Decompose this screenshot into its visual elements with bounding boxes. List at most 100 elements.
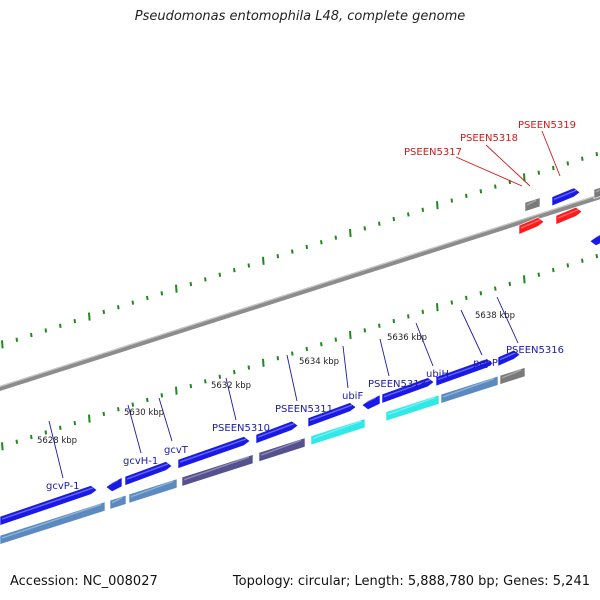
tick-dot: [88, 312, 91, 321]
gene-label-PSEEN5313[interactable]: PSEEN5313: [368, 379, 426, 390]
tick-dot: [247, 263, 251, 268]
tick-dot: [581, 156, 584, 161]
leader-blue-0: [48, 420, 64, 479]
gene-PSEEN5319-red-shine: [557, 209, 579, 219]
gene-PSEEN5313-shine: [383, 379, 431, 398]
tick-dot: [349, 330, 352, 340]
tick-dot: [131, 402, 135, 407]
gene-gcvT-shine: [126, 463, 169, 480]
gene-label-PSEEN5311[interactable]: PSEEN5311: [275, 404, 333, 415]
leader-blue-6: [379, 338, 390, 377]
map-title: Pseudomonas entomophila L48, complete ge…: [134, 9, 466, 24]
gene-label-PSEEN5316[interactable]: PSEEN5316: [506, 345, 564, 356]
tick-dot: [334, 235, 338, 240]
tick-dot: [320, 240, 323, 245]
gene-label-gcvT[interactable]: gcvT: [164, 445, 189, 456]
leader-red-1: [485, 144, 531, 187]
gene-PSEEN5313: [381, 377, 435, 404]
gene-pepP-shine: [499, 351, 517, 361]
tick-dot: [407, 314, 410, 319]
tick-dot: [44, 328, 48, 333]
tick-dot: [320, 342, 323, 347]
leader-red-2: [541, 130, 561, 177]
tick-dot: [73, 319, 77, 324]
scale-label-5630: 5630 kbp: [124, 408, 164, 418]
bar-ubiF-shine: [312, 420, 362, 440]
bar-next: [593, 187, 600, 199]
bar-gcvH-1-shine: [111, 497, 123, 504]
accession-text: Accession: NC_008027: [10, 574, 158, 589]
gene-label-PSEEN5318[interactable]: PSEEN5318: [460, 133, 518, 144]
tick-dot: [363, 226, 367, 231]
gene-PSEEN5311: [255, 420, 299, 445]
tick-dot: [218, 272, 222, 277]
bar-next-shine: [595, 189, 600, 193]
genome-backbone: [0, 193, 600, 392]
bar-gcvT-shine: [130, 480, 174, 498]
tick-dot: [523, 275, 526, 284]
gene-PSEEN5313-a-shine: [363, 396, 377, 404]
gene-label-gcvH-1[interactable]: gcvH-1: [123, 456, 158, 467]
bar-PSEEN5310-shine: [183, 456, 250, 481]
gene-gcvH-1-shine: [107, 479, 119, 486]
gene-features: [0, 187, 600, 545]
gene-label-gcvP-1[interactable]: gcvP-1: [46, 481, 80, 492]
scale-label-5638: 5638 kbp: [475, 311, 515, 321]
leader-red-0: [455, 156, 523, 187]
leader-blue-1: [127, 404, 142, 454]
tick-dot: [59, 323, 62, 328]
tick-dot: [479, 291, 483, 296]
genome-summary-text: Topology: circular; Length: 5,888,780 bp…: [232, 574, 590, 589]
leader-blue-8: [460, 309, 483, 356]
gene-label-PSEEN5317[interactable]: PSEEN5317: [404, 147, 462, 158]
tick-dot: [117, 407, 120, 412]
gene-label-PSEEN5310[interactable]: PSEEN5310: [212, 423, 270, 434]
tick-dot: [305, 346, 309, 352]
gene-label-ubiH[interactable]: ubiH: [426, 369, 449, 380]
gene-PSEEN5319-shine: [553, 189, 577, 201]
leader-blue-5: [342, 345, 349, 389]
tick-dot: [1, 442, 4, 451]
leader-blue-9: [496, 296, 519, 344]
tick-dot: [1, 340, 4, 349]
gene-PSEEN5319-red: [555, 206, 583, 226]
tick-dot: [88, 414, 91, 423]
tick-dot: [552, 267, 555, 273]
tick-dot: [291, 351, 294, 356]
gene-label-pepP[interactable]: pepP: [473, 358, 498, 369]
scale-label-5636: 5636 kbp: [387, 333, 427, 343]
tick-dot: [146, 397, 149, 403]
bar-PSEEN5316: [499, 367, 526, 385]
tick-dot: [160, 291, 164, 296]
gene-label-ubiF[interactable]: ubiF: [342, 391, 363, 402]
gene-label-PSEEN5319[interactable]: PSEEN5319: [518, 120, 576, 131]
tick-dot: [262, 256, 265, 265]
gene-PSEEN5310-shine: [179, 438, 247, 463]
bar-PSEEN5310: [181, 454, 254, 487]
bar-ubiH: [440, 375, 499, 404]
bar-PSEEN5313-shine: [387, 396, 436, 416]
scale-label-5634: 5634 kbp: [299, 357, 339, 367]
tick-dot: [175, 284, 178, 293]
scale-label-5632: 5632 kbp: [211, 381, 251, 391]
tick-dot: [465, 193, 468, 199]
backbone-highlight: [0, 193, 600, 388]
tick-dot: [204, 277, 207, 282]
tick-dot: [537, 272, 541, 277]
bar-gcvH-1: [109, 494, 127, 510]
bar-ubiH-shine: [442, 377, 495, 398]
tick-dot: [494, 286, 497, 291]
tick-dot: [117, 305, 120, 310]
bar-gcvP-1-shine: [1, 503, 102, 539]
leader-blue-7: [415, 322, 434, 367]
tick-dot: [421, 207, 425, 212]
gene-gcvP-1-shine: [1, 487, 94, 520]
tick-dot: [349, 228, 352, 238]
tick-dot: [552, 165, 555, 171]
tick-dot: [566, 263, 570, 268]
bar-ubiF: [310, 418, 366, 446]
tick-dot: [233, 267, 236, 273]
tick-dot: [204, 379, 207, 384]
bar-gcvP-1: [0, 501, 106, 545]
